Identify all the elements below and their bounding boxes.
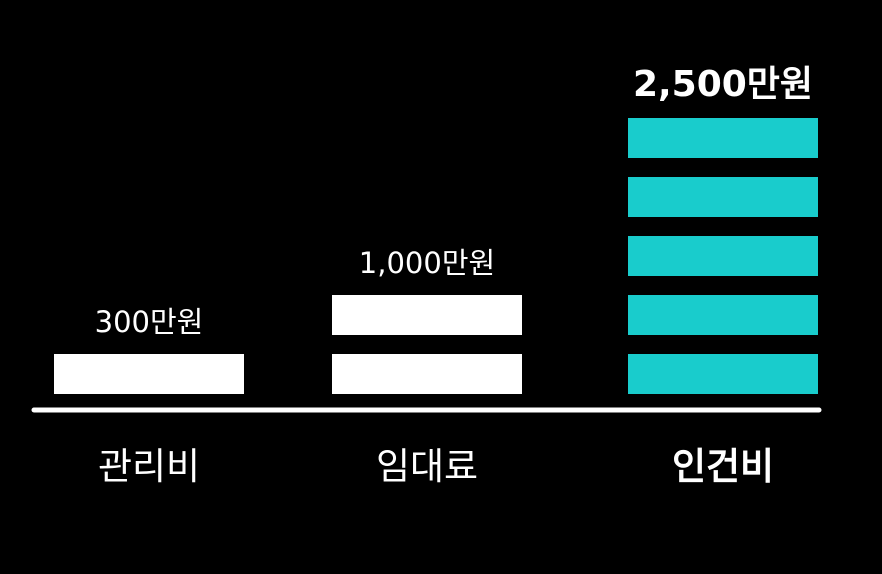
bar-segment <box>628 236 818 276</box>
category-label: 임대료 <box>376 445 478 488</box>
value-label: 2,500만원 <box>633 64 813 105</box>
value-label: 300만원 <box>95 305 204 339</box>
value-label: 1,000만원 <box>359 246 495 280</box>
bar-segment <box>628 118 818 158</box>
bar-segment <box>628 354 818 394</box>
bar-segment <box>332 354 522 394</box>
bar-segment <box>628 295 818 335</box>
category-label: 인건비 <box>672 445 774 488</box>
bar-segment <box>54 354 244 394</box>
bar-segment <box>332 295 522 335</box>
bar-segment <box>628 177 818 217</box>
bar-group <box>54 118 818 394</box>
category-label: 관리비 <box>98 445 200 488</box>
